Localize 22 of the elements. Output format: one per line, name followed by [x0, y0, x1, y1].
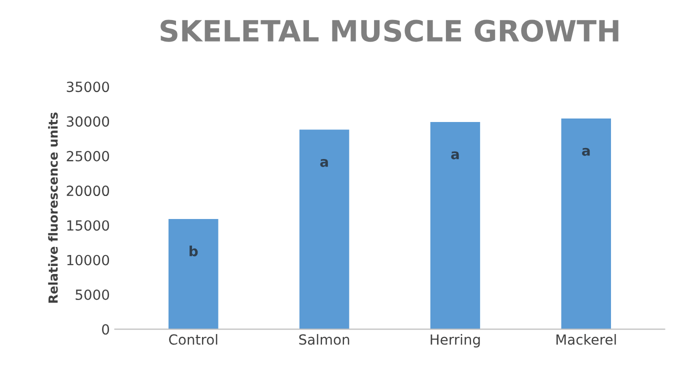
x-tick-label: Mackerel	[556, 334, 616, 345]
annotation: b	[190, 246, 198, 256]
y-tick-label: 30000	[66, 116, 110, 127]
y-tick-label: 15000	[67, 220, 110, 231]
x-tick-label: Control	[169, 334, 218, 345]
y-tick-label: 0	[102, 324, 110, 335]
chart-title: SKELETAL MUSCLE GROWTH	[160, 20, 618, 42]
y-axis-title: Relative fluorescence units	[48, 112, 58, 303]
y-tick-label: 10000	[67, 254, 110, 266]
bar	[299, 130, 350, 330]
bar	[430, 122, 480, 330]
y-tick-label: 35000	[66, 82, 110, 92]
annotation: a	[320, 158, 328, 167]
bar	[168, 218, 218, 330]
x-tick-label: Herring	[430, 334, 480, 348]
annotation: a	[451, 151, 459, 160]
x-tick-label: Salmon	[299, 334, 350, 345]
y-tick-label: 20000	[66, 186, 110, 196]
y-tick-label: 5000	[76, 289, 110, 300]
annotation: a	[582, 148, 590, 156]
y-tick-label: 25000	[66, 150, 110, 162]
bar	[561, 118, 612, 330]
